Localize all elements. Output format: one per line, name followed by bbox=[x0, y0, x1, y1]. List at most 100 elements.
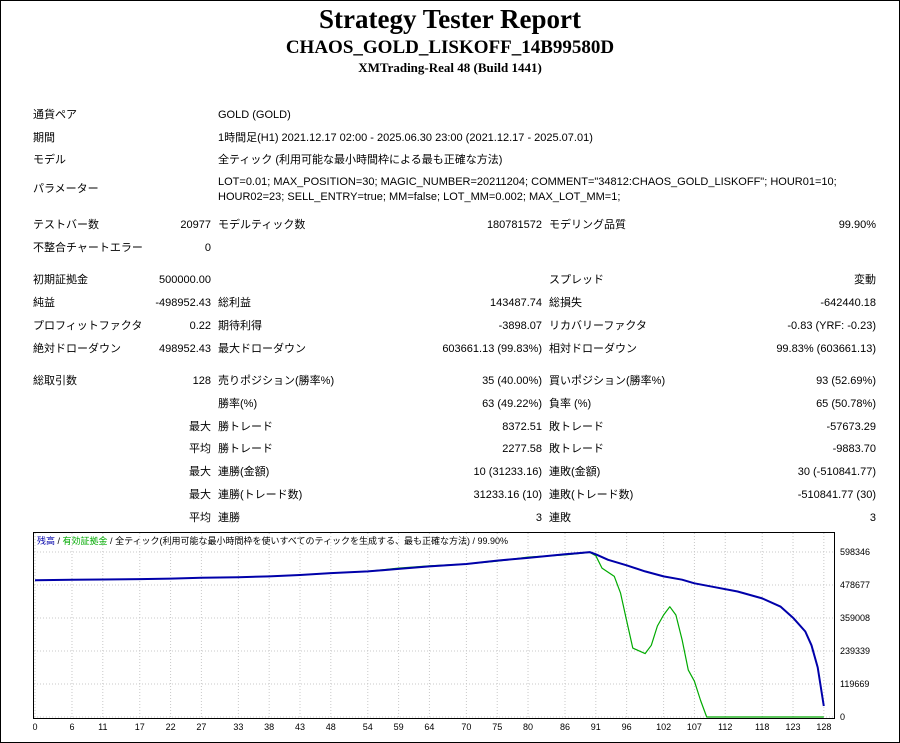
deposit-value: 500000.00 bbox=[159, 274, 211, 286]
params-line-1: LOT=0.01; MAX_POSITION=30; MAGIC_NUMBER=… bbox=[218, 176, 837, 188]
y-ticks: 598346 478677 359008 239339 119669 0 bbox=[840, 547, 870, 722]
gross-profit-label: 総利益 bbox=[218, 297, 251, 309]
grid bbox=[34, 533, 834, 718]
x-tick-label: 6 bbox=[69, 722, 74, 732]
params-line-2: HOUR02=23; SELL_ENTRY=true; MM=false; LO… bbox=[218, 191, 621, 203]
mismatch-value: 0 bbox=[204, 242, 211, 254]
pf-value: 0.22 bbox=[189, 320, 211, 332]
max-consec-win-value: 10 (31233.16) bbox=[473, 466, 543, 478]
x-tick-label: 128 bbox=[816, 722, 831, 732]
period-value: 1時間足(H1) 2021.12.17 02:00 - 2025.06.30 2… bbox=[218, 132, 593, 144]
max-consec-loss-label: 連敗(金額) bbox=[549, 466, 601, 478]
avg-prefix-1: 平均 bbox=[189, 443, 211, 455]
short-value: 35 (40.00%) bbox=[482, 375, 542, 387]
avg-loss-label: 敗トレード bbox=[549, 443, 604, 455]
x-tick-label: 17 bbox=[135, 722, 145, 732]
x-tick-label: 102 bbox=[656, 722, 671, 732]
x-tick-label: 96 bbox=[622, 722, 632, 732]
avg-consec-win-value: 3 bbox=[535, 512, 542, 524]
max-prefix-1: 最大 bbox=[189, 421, 211, 433]
trades-value: 128 bbox=[192, 375, 211, 387]
winrate-label: 勝率(%) bbox=[218, 398, 258, 410]
symbol-value: GOLD (GOLD) bbox=[218, 109, 291, 121]
x-tick-label: 33 bbox=[233, 722, 243, 732]
legend-equity: 有効証拠金 bbox=[63, 535, 108, 546]
x-tick-label: 0 bbox=[33, 722, 38, 732]
balance-line bbox=[34, 551, 825, 707]
largest-win-value: 8372.51 bbox=[502, 421, 542, 433]
balance-chart-svg: 598346 478677 359008 239339 119669 0 0 6 11 17 22… bbox=[33, 532, 870, 732]
ticks-value: 180781572 bbox=[486, 219, 542, 231]
x-tick-label: 38 bbox=[264, 722, 274, 732]
max-prefix-3: 最大 bbox=[189, 489, 211, 501]
winrate-value: 63 (49.22%) bbox=[482, 398, 542, 410]
avg-consec-loss-label: 連敗 bbox=[549, 512, 571, 524]
net-label: 純益 bbox=[33, 297, 55, 309]
x-tick-label: 112 bbox=[718, 722, 732, 732]
legend-balance: 残高 bbox=[37, 535, 55, 546]
recovery-value: -0.83 (YRF: -0.23) bbox=[787, 320, 876, 332]
rel-dd-label: 相対ドローダウン bbox=[549, 343, 637, 355]
x-tick-label: 11 bbox=[98, 722, 107, 732]
report-title: Strategy Tester Report bbox=[319, 4, 581, 34]
x-tick-label: 91 bbox=[591, 722, 601, 732]
symbol-label: 通貨ペア bbox=[33, 109, 77, 121]
x-tick-label: 59 bbox=[394, 722, 404, 732]
series-group bbox=[34, 551, 825, 718]
largest-loss-label: 敗トレード bbox=[549, 421, 604, 433]
max-prefix-2: 最大 bbox=[189, 466, 211, 478]
expected-label: 期待利得 bbox=[218, 320, 262, 332]
abs-dd-label: 絶対ドローダウン bbox=[33, 343, 121, 355]
x-tick-label: 107 bbox=[687, 722, 702, 732]
rel-dd-value: 99.83% (603661.13) bbox=[776, 343, 876, 355]
ticks-label: モデルティック数 bbox=[218, 219, 306, 231]
abs-dd-value: 498952.43 bbox=[159, 343, 211, 355]
largest-win-label: 勝トレード bbox=[218, 421, 273, 433]
deposit-label: 初期証拠金 bbox=[33, 274, 88, 286]
y-tick-label: 0 bbox=[840, 712, 845, 722]
bars-label: テストバー数 bbox=[33, 219, 99, 231]
x-ticks: 0 6 11 17 22 27 33 38 43 48 54 59 64 70 75 80 86 91 96 102 1… bbox=[33, 722, 831, 732]
long-value: 93 (52.69%) bbox=[816, 375, 876, 387]
lossrate-label: 負率 (%) bbox=[549, 398, 592, 410]
lossrate-value: 65 (50.78%) bbox=[816, 398, 876, 410]
gross-profit-value: 143487.74 bbox=[490, 297, 542, 309]
legend-sep-3: / bbox=[470, 536, 478, 546]
recovery-label: リカバリーファクタ bbox=[549, 320, 647, 332]
avg-consec-win-label: 連勝 bbox=[218, 512, 240, 524]
chart-legend: 残高 / 有効証拠金 / 全ティック(利用可能な最小時間枠を使いすべてのティック… bbox=[37, 535, 508, 546]
balance-chart: 598346 478677 359008 239339 119669 0 0 6 11 17 22… bbox=[33, 532, 875, 738]
x-tick-label: 54 bbox=[363, 722, 373, 732]
long-label: 買いポジション(勝率%) bbox=[549, 375, 666, 387]
spread-value: 変動 bbox=[854, 274, 876, 286]
server-build: XMTrading-Real 48 (Build 1441) bbox=[358, 60, 542, 75]
max-consec-win-label: 連勝(金額) bbox=[218, 466, 270, 478]
y-tick-label: 239339 bbox=[840, 646, 870, 656]
pf-label: プロフィットファクタ bbox=[33, 320, 143, 332]
x-tick-label: 43 bbox=[295, 722, 305, 732]
max-consec-lossamt-label: 連敗(トレード数) bbox=[549, 489, 634, 501]
avg-loss-value: -9883.70 bbox=[832, 443, 876, 455]
quality-label: モデリング品質 bbox=[549, 219, 626, 231]
max-consec-profit-label: 連勝(トレード数) bbox=[218, 489, 303, 501]
max-dd-label: 最大ドローダウン bbox=[218, 343, 306, 355]
mismatch-label: 不整合チャートエラー bbox=[33, 242, 143, 254]
avg-win-value: 2277.58 bbox=[502, 443, 542, 455]
x-tick-label: 22 bbox=[166, 722, 176, 732]
quality-value: 99.90% bbox=[838, 219, 876, 231]
ea-name: CHAOS_GOLD_LISKOFF_14B99580D bbox=[285, 37, 615, 58]
legend-sep-1: / bbox=[55, 536, 63, 546]
x-tick-label: 64 bbox=[424, 722, 434, 732]
x-tick-label: 48 bbox=[326, 722, 336, 732]
avg-win-label: 勝トレード bbox=[218, 443, 273, 455]
expected-value: -3898.07 bbox=[498, 320, 542, 332]
avg-prefix-2: 平均 bbox=[189, 512, 211, 524]
bars-value: 20977 bbox=[180, 219, 211, 231]
max-dd-value: 603661.13 (99.83%) bbox=[442, 343, 542, 355]
avg-consec-loss-value: 3 bbox=[869, 512, 876, 524]
x-tick-label: 80 bbox=[523, 722, 533, 732]
max-consec-profit-value: 31233.16 (10) bbox=[473, 489, 543, 501]
model-value: 全ティック (利用可能な最小時間枠による最も正確な方法) bbox=[218, 154, 503, 166]
largest-loss-value: -57673.29 bbox=[826, 421, 876, 433]
gross-loss-value: -642440.18 bbox=[820, 297, 876, 309]
